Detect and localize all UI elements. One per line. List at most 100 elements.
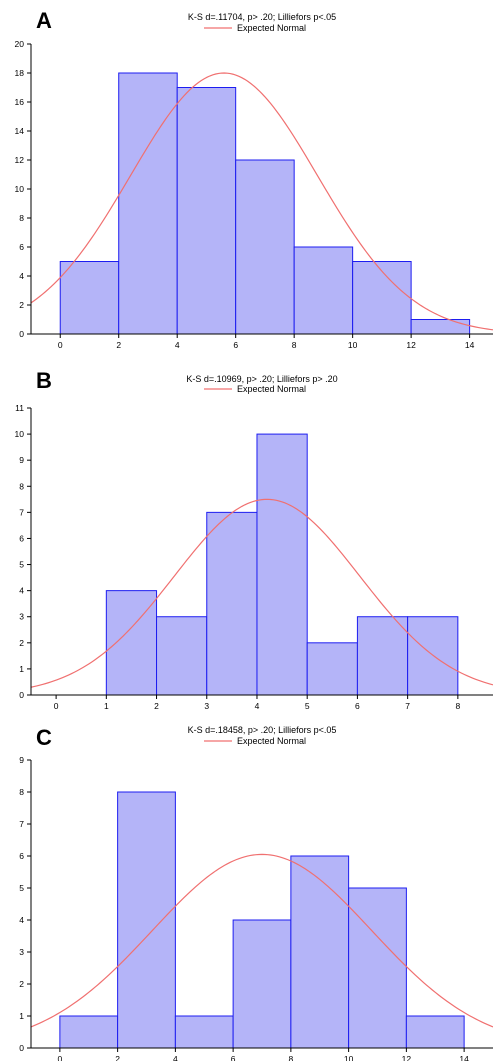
- x-tick-label: 2: [116, 340, 121, 350]
- x-tick-label: 0: [54, 701, 59, 711]
- x-tick-label: 8: [292, 340, 297, 350]
- y-tick-label: 0: [19, 329, 24, 339]
- y-tick-label: 7: [19, 507, 24, 517]
- bar: [118, 72, 178, 335]
- stats-title: K-S d=.11704, p> .20; Lilliefors p<.05: [188, 12, 336, 22]
- y-ticks: 0 2 4 6 8 10 12 14 16 18 20: [15, 39, 31, 339]
- bars: [59, 791, 465, 1049]
- y-tick-label: 2: [19, 979, 24, 989]
- bar: [306, 642, 358, 696]
- chart-panel-c: C K-S d=.18458, p> .20; Lilliefors p<.05E…: [19, 725, 493, 1061]
- bar: [105, 590, 158, 696]
- x-tick-label: 12: [406, 340, 416, 350]
- bar: [290, 855, 350, 1049]
- expected-normal-curve: [30, 498, 493, 688]
- bar: [117, 791, 176, 1049]
- expected-normal-curve: [30, 853, 493, 1028]
- bar: [206, 511, 258, 696]
- legend: Expected Normal: [204, 23, 306, 33]
- bar: [59, 261, 120, 335]
- bar: [235, 159, 295, 335]
- x-tick-label: 2: [154, 701, 159, 711]
- y-tick-label: 0: [19, 690, 24, 700]
- y-tick-label: 1: [19, 1011, 24, 1021]
- bar: [256, 433, 308, 696]
- bar: [348, 887, 407, 1049]
- y-ticks: 0 1 2 3 4 5 6 7 8 9: [19, 755, 31, 1053]
- x-tick-label: 1: [104, 701, 109, 711]
- x-tick-label: 6: [355, 701, 360, 711]
- x-tick-label: 5: [305, 701, 310, 711]
- y-tick-label: 3: [19, 947, 24, 957]
- bar: [352, 261, 412, 335]
- panel-label: A: [36, 8, 52, 33]
- legend-entry: Expected Normal: [237, 736, 306, 746]
- y-tick-label: 7: [19, 819, 24, 829]
- y-tick-label: 8: [19, 481, 24, 491]
- y-tick-label: 8: [19, 213, 24, 223]
- bar: [293, 246, 354, 335]
- bar: [176, 87, 237, 335]
- y-tick-label: 6: [19, 242, 24, 252]
- stats-title: K-S d=.10969, p> .20; Lilliefors p> .20: [186, 374, 337, 384]
- panel-label: C: [36, 725, 52, 750]
- y-tick-label: 18: [15, 68, 25, 78]
- y-tick-label: 4: [19, 915, 24, 925]
- x-tick-label: 6: [233, 340, 238, 350]
- y-tick-label: 8: [19, 787, 24, 797]
- bar: [59, 1015, 119, 1049]
- x-tick-label: 4: [255, 701, 260, 711]
- x-ticks: 0 2 4 6 8 10 12 14: [58, 1048, 469, 1061]
- y-tick-label: 14: [15, 126, 25, 136]
- legend-entry: Expected Normal: [237, 23, 306, 33]
- bar: [356, 616, 409, 696]
- y-ticks: 0 1 2 3 4 5 6 7 8 9 10 11: [15, 403, 31, 700]
- y-tick-label: 6: [19, 533, 24, 543]
- x-tick-label: 8: [455, 701, 460, 711]
- x-ticks: 0 1 2 3 4 5 6 7 8: [54, 695, 460, 711]
- y-tick-label: 9: [19, 755, 24, 765]
- y-tick-label: 11: [15, 403, 24, 413]
- y-tick-label: 2: [19, 638, 24, 648]
- bar: [232, 919, 292, 1049]
- panel-label: B: [36, 368, 52, 393]
- y-tick-label: 4: [19, 271, 24, 281]
- x-tick-label: 14: [465, 340, 475, 350]
- bars: [59, 72, 471, 335]
- x-ticks: 0 2 4 6 8 10 12 14: [58, 334, 475, 350]
- y-tick-label: 20: [15, 39, 25, 49]
- x-tick-label: 3: [204, 701, 209, 711]
- y-tick-label: 16: [15, 97, 25, 107]
- y-tick-label: 2: [19, 300, 24, 310]
- x-tick-label: 4: [175, 340, 180, 350]
- y-tick-label: 1: [19, 664, 24, 674]
- y-tick-label: 6: [19, 851, 24, 861]
- y-tick-label: 10: [15, 429, 25, 439]
- bar: [410, 319, 471, 335]
- stats-title: K-S d=.18458, p> .20; Lilliefors p<.05: [188, 725, 337, 735]
- x-tick-label: 14: [459, 1054, 469, 1061]
- y-tick-label: 9: [19, 455, 24, 465]
- x-tick-label: 0: [58, 1054, 63, 1061]
- y-tick-label: 10: [15, 184, 25, 194]
- x-tick-label: 7: [405, 701, 410, 711]
- x-tick-label: 6: [231, 1054, 236, 1061]
- x-tick-label: 10: [344, 1054, 354, 1061]
- x-tick-label: 8: [289, 1054, 294, 1061]
- y-tick-label: 5: [19, 883, 24, 893]
- y-tick-label: 4: [19, 586, 24, 596]
- y-tick-label: 12: [15, 155, 25, 165]
- bar: [156, 616, 208, 696]
- chart-panel-a: A K-S d=.11704, p> .20; Lilliefors p<.05E…: [15, 8, 493, 350]
- chart-panel-b: B K-S d=.10969, p> .20; Lilliefors p> .20…: [15, 368, 493, 711]
- x-tick-label: 10: [348, 340, 358, 350]
- bars: [105, 433, 459, 696]
- legend-entry: Expected Normal: [237, 384, 306, 394]
- bar: [405, 1015, 465, 1049]
- x-tick-label: 0: [58, 340, 63, 350]
- x-tick-label: 4: [173, 1054, 178, 1061]
- bar: [174, 1015, 234, 1049]
- x-tick-label: 12: [402, 1054, 412, 1061]
- y-tick-label: 3: [19, 612, 24, 622]
